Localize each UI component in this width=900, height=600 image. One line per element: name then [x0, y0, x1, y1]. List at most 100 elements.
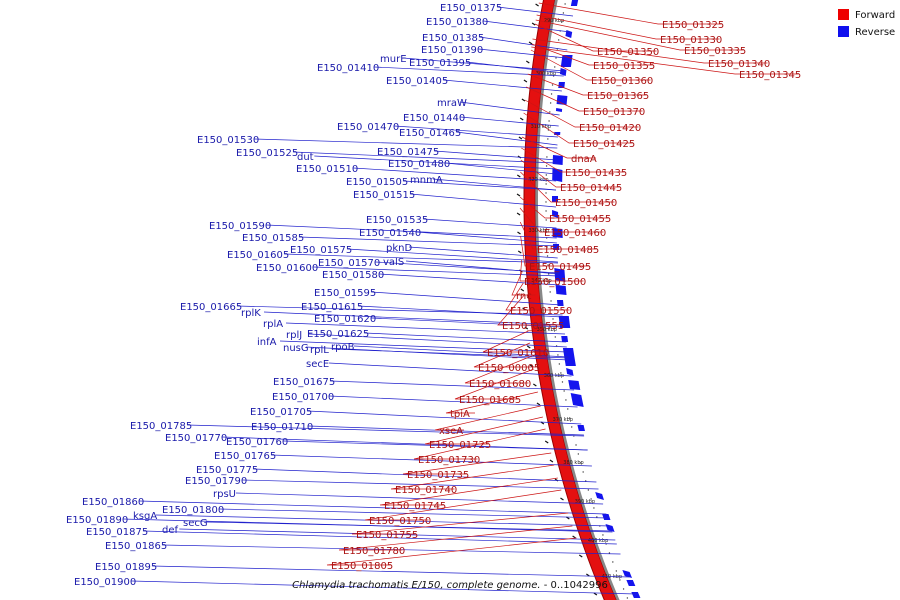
scale-dot — [549, 102, 552, 104]
reverse-gene-block — [555, 285, 567, 295]
reverse-gene-leader — [308, 333, 567, 348]
reverse-gene-block — [595, 492, 604, 500]
reverse-gene-label: mnmA — [410, 175, 443, 186]
feature-tick — [549, 459, 554, 463]
feature-tick — [586, 573, 590, 577]
forward-strand-ring — [524, 0, 617, 600]
reverse-gene-label: E150_01775 — [196, 465, 258, 476]
scale-dot — [548, 120, 550, 122]
forward-gene-label: E150_01730 — [418, 455, 480, 466]
reverse-gene-label: secE — [306, 359, 329, 370]
forward-gene-leader — [520, 171, 615, 203]
reverse-gene-leader — [416, 231, 557, 244]
scale-dot — [545, 201, 547, 203]
reverse-gene-label: E150_01895 — [95, 562, 157, 573]
reverse-gene-block — [562, 348, 576, 366]
forward-gene-label: dnaA — [571, 154, 597, 165]
forward-gene-leader — [534, 23, 657, 52]
scale-dot — [545, 165, 548, 167]
forward-gene-leader — [338, 525, 573, 551]
forward-gene-label: E150_01450 — [555, 198, 617, 209]
scale-tick-label: 330 kbp — [529, 228, 549, 234]
reverse-gene-label: nusG — [283, 343, 309, 354]
forward-gene-label: E150_01500 — [524, 277, 586, 288]
scale-dot — [548, 273, 550, 275]
reverse-gene-block — [570, 393, 584, 407]
forward-gene-leader — [523, 112, 633, 144]
forward-gene-label: E150_01340 — [708, 59, 770, 70]
scale-dot — [549, 291, 551, 293]
reverse-gene-leader — [162, 544, 621, 555]
scale-dot — [622, 588, 625, 590]
reverse-gene-label: E150_01605 — [227, 250, 289, 261]
scale-dot — [615, 570, 618, 572]
scale-dot — [558, 363, 561, 365]
legend-forward-label: Forward — [855, 10, 895, 21]
forward-gene-label: E150_01550 — [510, 306, 572, 317]
forward-gene-label: E150_01745 — [384, 501, 446, 512]
reverse-gene-leader — [410, 193, 557, 208]
reverse-gene-label: infA — [257, 337, 277, 348]
feature-tick — [518, 136, 523, 140]
feature-tick — [531, 22, 536, 26]
reverse-gene-leader — [328, 362, 572, 377]
scale-dot — [547, 264, 549, 266]
reverse-gene-label: E150_01540 — [359, 228, 421, 239]
feature-tick — [535, 3, 539, 7]
reverse-gene-leader — [266, 224, 557, 239]
reverse-gene-leader — [305, 346, 569, 361]
forward-gene-leader — [521, 136, 596, 159]
feature-tick — [520, 288, 525, 292]
reverse-gene-leader — [432, 178, 557, 191]
reverse-gene-leader — [408, 246, 558, 259]
feature-tick — [544, 440, 549, 444]
scale-tick-label: 370 kbp — [553, 417, 573, 423]
scale-dot — [546, 246, 548, 248]
reverse-gene-label: E150_01440 — [403, 113, 465, 124]
legend-reverse-swatch — [838, 26, 849, 37]
feature-tick — [517, 231, 521, 235]
forward-gene-label: E150_01485 — [537, 245, 599, 256]
scale-dot — [554, 336, 556, 338]
reverse-gene-leader — [364, 332, 567, 343]
feature-tick — [560, 497, 564, 501]
reverse-gene-label: mraW — [437, 98, 467, 109]
reverse-gene-label: E150_01900 — [74, 577, 136, 588]
reverse-gene-label: valS — [383, 257, 404, 268]
reverse-gene-label: E150_01505 — [346, 177, 408, 188]
scale-dot — [626, 597, 629, 599]
reverse-gene-label: rplJ — [286, 330, 302, 341]
feature-tick — [572, 535, 576, 539]
forward-gene-leader — [531, 46, 799, 75]
gene-labels: E150_01375 E150_01380 E150_01385E150_01390… — [66, 2, 801, 595]
reverse-gene-leader — [330, 380, 575, 391]
reverse-gene-label: rplA — [263, 319, 283, 330]
reverse-gene-leader — [152, 565, 630, 578]
feature-tick — [525, 60, 530, 64]
forward-gene-leader — [326, 537, 577, 566]
reverse-gene-label: E150_01765 — [214, 451, 276, 462]
feature-tick — [593, 592, 598, 596]
scale-dot — [575, 444, 577, 446]
scale-dot — [554, 66, 556, 68]
reverse-gene-block — [602, 514, 611, 520]
forward-gene-leader — [530, 49, 651, 81]
scale-dot — [545, 174, 548, 176]
legend: Forward Reverse — [838, 9, 895, 38]
reverse-gene-leader — [371, 317, 565, 328]
reverse-gene-label: E150_01600 — [256, 263, 318, 274]
scale-dot — [619, 579, 621, 581]
reverse-gene-block — [565, 30, 573, 38]
scale-dot — [612, 561, 614, 563]
scale-dot — [545, 210, 547, 212]
reverse-gene-label: E150_01860 — [82, 497, 144, 508]
reverse-gene-leader — [155, 514, 611, 527]
scale-tick-label: 300 kbp — [536, 71, 556, 77]
reverse-gene-leader — [478, 48, 567, 59]
reverse-gene-leader — [283, 440, 588, 451]
forward-gene-label: E150_01740 — [395, 485, 457, 496]
scale-tick-label: 350 kbp — [537, 327, 557, 333]
forward-gene-label: E150_01555 — [502, 321, 564, 332]
forward-gene-label: E150_01755 — [356, 530, 418, 541]
reverse-gene-label: E150_01770 — [165, 433, 227, 444]
